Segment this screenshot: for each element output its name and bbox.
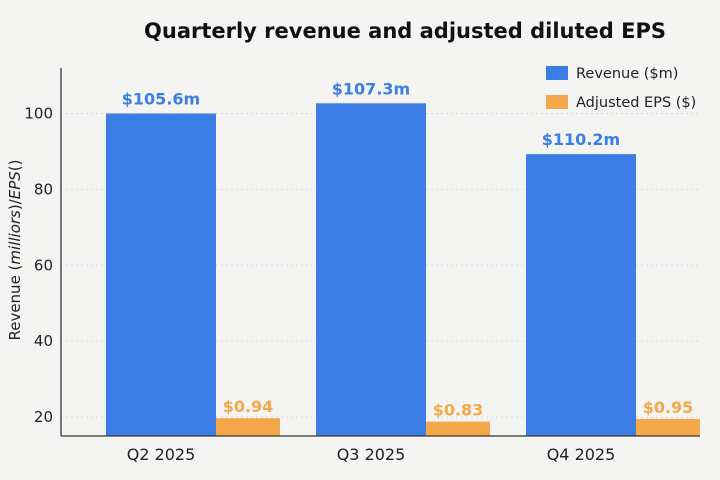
legend-swatch-revenue [546,66,568,80]
x-tick-label: Q2 2025 [127,445,196,464]
legend: Revenue ($m) Adjusted EPS ($) [546,66,696,111]
bar-eps-q4-2025 [636,418,700,436]
bars [106,103,700,437]
data-labels: $105.6m $0.94 $107.3m $0.83 $110.2m $0.95 [122,79,694,419]
x-ticks: Q2 2025 Q3 2025 Q4 2025 [127,445,616,464]
bar-eps-q3-2025 [426,421,490,436]
y-axis-label: Revenue (milliors)/EPS() [6,159,24,340]
y-tick-label: 100 [24,105,53,123]
data-label-revenue: $110.2m [542,130,620,149]
bar-revenue-q3-2025 [316,103,426,436]
bar-eps-q2-2025 [216,418,280,436]
y-tick-label: 40 [34,332,53,350]
bar-revenue-q2-2025 [106,113,216,437]
y-tick-label: 80 [34,180,53,198]
chart-title: Quarterly revenue and adjusted diluted E… [144,19,666,43]
data-label-revenue: $107.3m [332,79,410,98]
y-ticks: 20 40 60 80 100 [24,105,53,427]
data-label-eps: $0.94 [223,397,274,416]
bar-revenue-q4-2025 [526,154,636,437]
data-label-eps: $0.95 [643,398,694,417]
y-tick-label: 20 [34,408,53,426]
data-label-eps: $0.83 [433,401,484,420]
legend-label-eps: Adjusted EPS ($) [576,95,696,111]
legend-swatch-eps [546,95,568,109]
y-tick-label: 60 [34,256,53,274]
legend-label-revenue: Revenue ($m) [576,66,678,82]
x-tick-label: Q4 2025 [547,445,616,464]
data-label-revenue: $105.6m [122,90,200,109]
x-tick-label: Q3 2025 [337,445,406,464]
